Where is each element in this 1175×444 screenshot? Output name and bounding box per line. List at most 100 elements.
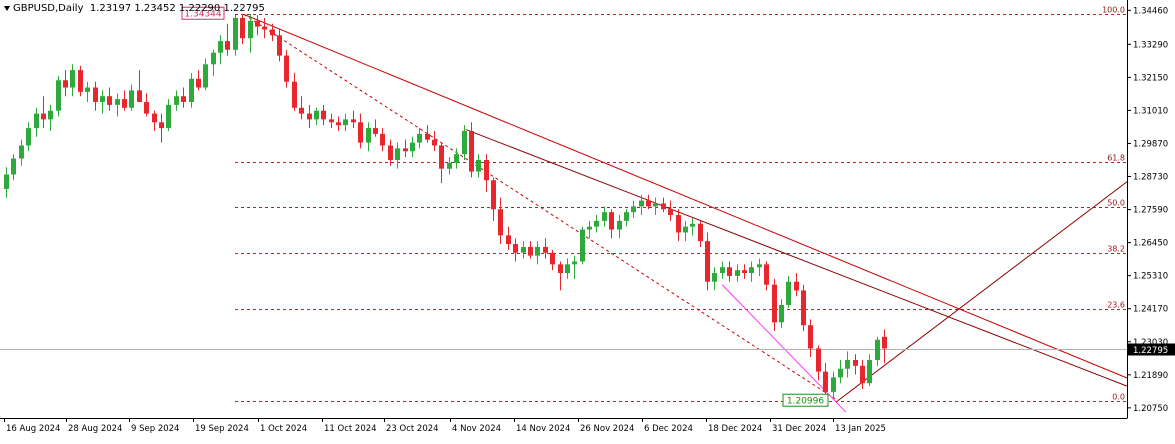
candlesticks [4,13,887,401]
candle-body [646,200,651,207]
trendlines[interactable] [0,13,1128,413]
candle-body [144,101,149,114]
candle-body [572,261,577,265]
candle [786,275,791,308]
candle-body [447,162,452,169]
candle-body [388,145,393,160]
candle [462,125,467,160]
candle-body [661,203,666,210]
candle [417,128,422,149]
candle-body [676,215,681,233]
price-tick-label: 1.29870 [1133,139,1168,149]
candle-body [56,80,61,111]
price-tick-label: 1.34460 [1133,6,1168,16]
time-tick-label: 11 Oct 2024 [324,424,377,434]
candle [853,354,858,375]
candle-body [439,145,444,169]
candle [698,220,703,247]
candle-body [233,17,238,50]
candle [255,15,260,36]
fib-level-label: 0.0 [1112,393,1125,402]
candle [189,73,194,108]
candle-body [757,264,762,268]
candle-body [882,336,887,349]
fib-level-label: 100.0 [1102,6,1125,15]
candle [757,258,762,276]
candle [631,200,636,218]
candle [403,139,408,158]
candle-body [772,284,777,323]
candle [816,345,821,381]
triangle-down-icon[interactable] [4,5,10,11]
candle [727,261,732,282]
candle-body [225,41,230,50]
candle-body [535,246,540,256]
candle [203,58,208,91]
time-tick-label: 13 Jan 2025 [835,424,886,434]
candle [484,154,489,192]
candle-body [122,99,127,108]
time-tick-label: 19 Sep 2024 [195,424,249,434]
candle-body [26,128,31,146]
candle [388,139,393,166]
time-tick-label: 16 Aug 2024 [6,424,60,434]
candle-body [845,360,850,369]
time-tick-label: 26 Nov 2024 [580,424,634,434]
candle [875,336,880,366]
candle-body [543,246,548,253]
time-tick-label: 28 Aug 2024 [68,424,122,434]
candle [4,167,9,198]
candle-body [653,203,658,207]
price-tick-label: 1.23030 [1133,338,1168,348]
fib-level-label: 23.6 [1107,301,1125,310]
candle [152,110,157,131]
candle-body [498,209,503,236]
candle [742,264,747,279]
candle [720,261,725,279]
candle [122,90,127,111]
candle [624,209,629,227]
candle-body [705,241,710,282]
candle [211,49,216,76]
candle [277,29,282,62]
candle-body [594,220,599,227]
candle-body [93,87,98,102]
candle [808,319,813,358]
price-markers: 1.34344 1.20996 [181,6,829,407]
candle-body [808,325,813,349]
candle-body [749,267,754,274]
candle-body [432,139,437,146]
candle-body [742,270,747,274]
price-tick-label: 1.26450 [1133,239,1168,249]
candle [41,96,46,129]
candle [661,197,666,213]
candle [336,116,341,131]
candle [63,70,68,97]
candle-body [425,133,430,140]
candle-body [454,154,459,163]
candle [425,125,430,143]
candle [498,197,503,245]
candle [432,130,437,152]
candle-body [794,281,799,291]
candle-body [727,267,732,276]
candle [668,200,673,221]
candle [292,73,297,111]
trendline-red [243,13,1128,379]
candle-body [48,110,53,120]
candle-body [203,64,208,88]
time-tick-label: 31 Dec 2024 [772,424,826,434]
candle-body [550,252,555,265]
candle-body [484,159,489,181]
price-tick-label: 1.21890 [1133,371,1168,381]
candle [56,75,61,117]
fibonacci-retracement[interactable]: 100.0 61.8 50.0 38.2 23.6 0.0 [235,6,1127,402]
candle-body [373,128,378,134]
candle [358,113,363,149]
candle [639,194,644,216]
candle-body [764,264,769,285]
candle-body [735,270,740,276]
time-tick-label: 18 Dec 2024 [708,424,762,434]
